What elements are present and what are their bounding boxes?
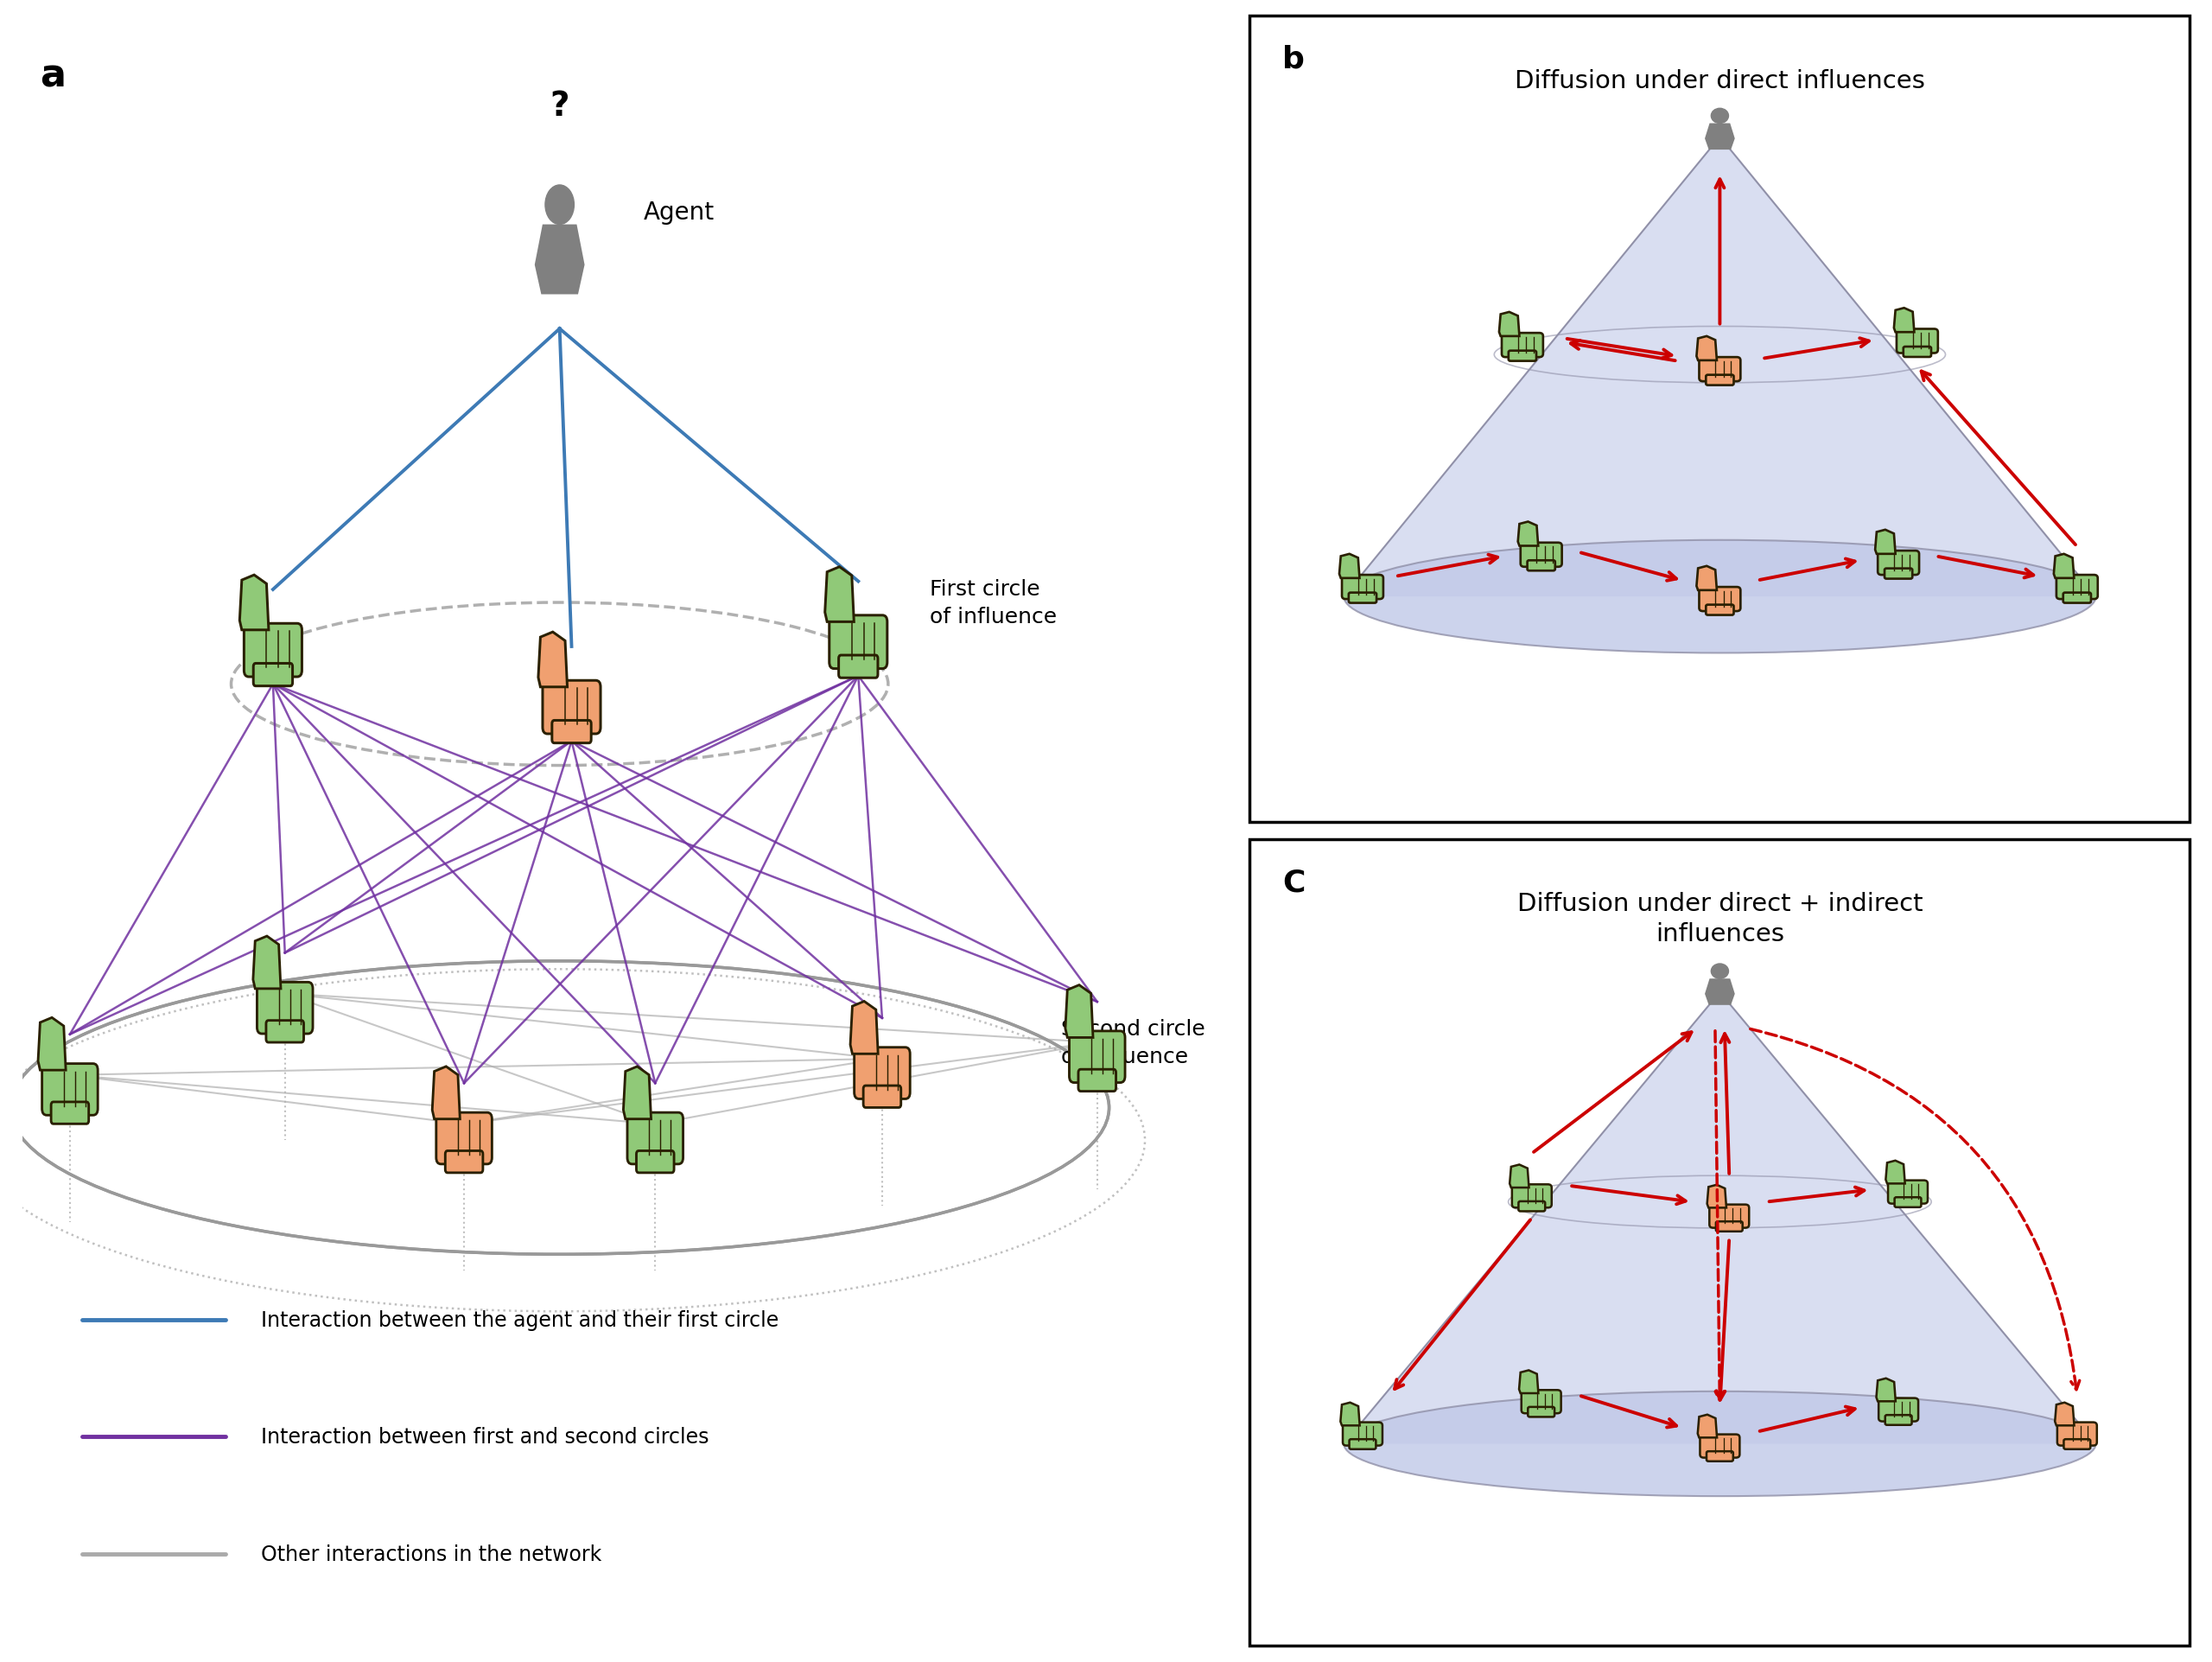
- FancyBboxPatch shape: [2057, 575, 2097, 600]
- Polygon shape: [1343, 992, 2097, 1444]
- FancyBboxPatch shape: [1343, 1423, 1382, 1446]
- Polygon shape: [538, 633, 566, 688]
- Polygon shape: [1708, 1185, 1725, 1208]
- FancyBboxPatch shape: [1705, 605, 1734, 615]
- FancyBboxPatch shape: [542, 681, 599, 735]
- Polygon shape: [1517, 522, 1537, 547]
- FancyBboxPatch shape: [243, 623, 301, 676]
- Text: Second circle
of influence: Second circle of influence: [1062, 1019, 1206, 1067]
- Polygon shape: [1509, 1165, 1528, 1188]
- FancyBboxPatch shape: [42, 1064, 97, 1115]
- Polygon shape: [624, 1067, 650, 1119]
- Circle shape: [1712, 964, 1728, 979]
- FancyBboxPatch shape: [1710, 1205, 1750, 1228]
- Text: Interaction between the agent and their first circle: Interaction between the agent and their …: [261, 1310, 779, 1330]
- FancyBboxPatch shape: [1349, 593, 1376, 603]
- Text: ?: ?: [551, 90, 568, 123]
- FancyBboxPatch shape: [445, 1152, 482, 1173]
- Polygon shape: [1697, 337, 1717, 361]
- FancyBboxPatch shape: [1526, 560, 1555, 572]
- Polygon shape: [2053, 555, 2075, 578]
- FancyBboxPatch shape: [1699, 357, 1741, 382]
- FancyBboxPatch shape: [254, 663, 292, 686]
- FancyBboxPatch shape: [628, 1114, 684, 1165]
- FancyBboxPatch shape: [1343, 575, 1382, 600]
- Polygon shape: [431, 1067, 460, 1119]
- FancyBboxPatch shape: [1522, 1389, 1562, 1413]
- Text: Interaction between first and second circles: Interaction between first and second cir…: [261, 1426, 710, 1448]
- FancyBboxPatch shape: [1902, 347, 1931, 357]
- Polygon shape: [1697, 1414, 1717, 1438]
- FancyBboxPatch shape: [1885, 1414, 1911, 1424]
- FancyBboxPatch shape: [1885, 568, 1913, 580]
- FancyBboxPatch shape: [257, 982, 312, 1034]
- FancyBboxPatch shape: [1878, 1398, 1918, 1421]
- Polygon shape: [535, 224, 584, 294]
- Text: Other interactions in the network: Other interactions in the network: [261, 1544, 602, 1564]
- FancyBboxPatch shape: [1705, 376, 1734, 386]
- Polygon shape: [2055, 1403, 2075, 1426]
- Circle shape: [1712, 110, 1728, 125]
- Polygon shape: [1697, 567, 1717, 590]
- FancyBboxPatch shape: [1502, 334, 1544, 357]
- Polygon shape: [849, 1002, 878, 1054]
- Polygon shape: [239, 575, 268, 630]
- Text: C: C: [1283, 868, 1305, 897]
- FancyBboxPatch shape: [854, 1047, 909, 1099]
- FancyBboxPatch shape: [1517, 1202, 1546, 1212]
- Text: First circle
of influence: First circle of influence: [929, 578, 1057, 627]
- FancyBboxPatch shape: [51, 1102, 88, 1124]
- Polygon shape: [252, 936, 281, 989]
- FancyBboxPatch shape: [1896, 329, 1938, 354]
- Text: Agent: Agent: [644, 199, 714, 224]
- Polygon shape: [1876, 1378, 1896, 1401]
- FancyBboxPatch shape: [1509, 351, 1537, 362]
- Polygon shape: [1705, 125, 1734, 150]
- FancyBboxPatch shape: [1699, 587, 1741, 612]
- FancyBboxPatch shape: [265, 1020, 303, 1042]
- Circle shape: [544, 186, 575, 224]
- FancyBboxPatch shape: [1250, 839, 2190, 1645]
- FancyBboxPatch shape: [1513, 1185, 1551, 1208]
- FancyBboxPatch shape: [2057, 1423, 2097, 1446]
- FancyBboxPatch shape: [1878, 552, 1920, 575]
- Text: b: b: [1283, 45, 1305, 75]
- FancyBboxPatch shape: [1068, 1032, 1126, 1084]
- FancyBboxPatch shape: [1077, 1070, 1117, 1092]
- FancyBboxPatch shape: [1349, 1439, 1376, 1449]
- FancyBboxPatch shape: [553, 721, 591, 743]
- Polygon shape: [1705, 979, 1734, 1006]
- Text: Diffusion under direct influences: Diffusion under direct influences: [1515, 70, 1924, 93]
- FancyBboxPatch shape: [2064, 1439, 2090, 1449]
- FancyBboxPatch shape: [2064, 593, 2090, 603]
- Text: Diffusion under direct + indirect
influences: Diffusion under direct + indirect influe…: [1517, 892, 1922, 946]
- FancyBboxPatch shape: [1893, 1198, 1922, 1207]
- Ellipse shape: [1345, 1391, 2097, 1496]
- Polygon shape: [1500, 312, 1520, 337]
- FancyBboxPatch shape: [637, 1152, 675, 1173]
- Polygon shape: [1876, 530, 1896, 555]
- FancyBboxPatch shape: [863, 1085, 900, 1109]
- Ellipse shape: [1345, 540, 2097, 653]
- Polygon shape: [1343, 138, 2097, 597]
- Polygon shape: [1340, 1403, 1360, 1426]
- FancyBboxPatch shape: [1701, 1434, 1739, 1458]
- Polygon shape: [1066, 986, 1093, 1037]
- FancyBboxPatch shape: [1528, 1408, 1555, 1418]
- Polygon shape: [825, 567, 854, 622]
- FancyBboxPatch shape: [838, 656, 878, 678]
- Polygon shape: [1893, 309, 1913, 332]
- Polygon shape: [1338, 555, 1360, 578]
- FancyBboxPatch shape: [1250, 17, 2190, 823]
- FancyBboxPatch shape: [1717, 1222, 1743, 1232]
- Polygon shape: [1520, 1371, 1537, 1393]
- FancyBboxPatch shape: [1889, 1180, 1927, 1203]
- FancyBboxPatch shape: [1705, 1451, 1734, 1461]
- Text: a: a: [40, 57, 66, 95]
- FancyBboxPatch shape: [436, 1114, 491, 1165]
- FancyBboxPatch shape: [830, 615, 887, 670]
- Polygon shape: [38, 1017, 66, 1070]
- FancyBboxPatch shape: [1520, 543, 1562, 567]
- Polygon shape: [1885, 1160, 1905, 1183]
